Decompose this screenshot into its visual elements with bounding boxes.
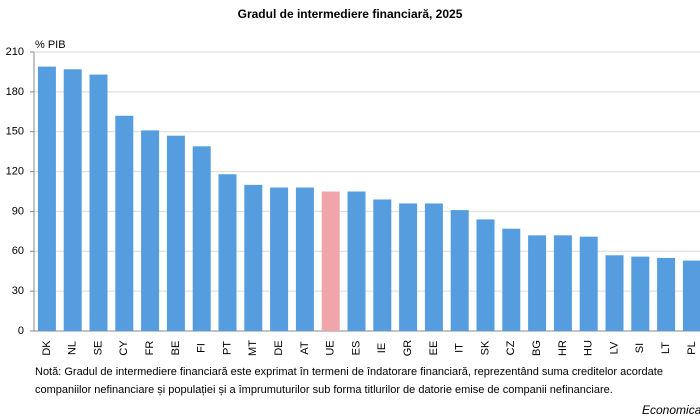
y-axis-label: % PIB: [35, 39, 66, 51]
x-tick-label: UE: [325, 340, 337, 355]
bar: [682, 260, 700, 331]
x-tick-label: IT: [454, 343, 466, 353]
bar: [450, 210, 469, 331]
x-tick-label: AT: [299, 341, 311, 355]
bar: [244, 184, 263, 331]
x-tick-label: BG: [531, 340, 543, 356]
x-tick-label: PL: [686, 341, 698, 354]
x-tick-label: LT: [660, 342, 672, 354]
bar: [270, 187, 289, 331]
y-tick-label: 210: [6, 46, 24, 58]
x-tick-label: SI: [634, 343, 646, 353]
bar: [605, 255, 624, 331]
x-tick-label: CZ: [505, 340, 517, 355]
x-tick-label: DK: [41, 340, 53, 356]
bar: [373, 199, 392, 331]
bar: [321, 191, 340, 331]
bar: [631, 256, 650, 331]
x-tick-label: NL: [67, 341, 79, 355]
x-tick-label: EE: [428, 341, 440, 356]
x-tick-label: GR: [402, 340, 414, 357]
bar: [347, 191, 366, 331]
y-tick-label: 60: [12, 245, 24, 257]
chart-title: Gradul de intermediere financiară, 2025: [238, 7, 463, 21]
note-line: companiilor nefinanciare și populației ș…: [35, 384, 613, 396]
bar: [476, 219, 495, 331]
bar: [192, 146, 211, 331]
x-tick-label: CY: [118, 340, 130, 356]
y-tick-label: 180: [6, 86, 24, 98]
y-tick-label: 30: [12, 285, 24, 297]
x-tick-label: LV: [608, 341, 620, 354]
bar: [37, 66, 56, 331]
bar: [424, 203, 443, 331]
bar: [295, 187, 314, 331]
y-tick-label: 150: [6, 126, 24, 138]
x-tick-label: SK: [479, 340, 491, 355]
y-tick-label: 120: [6, 165, 24, 177]
x-tick-label: PT: [221, 341, 233, 355]
bar: [399, 203, 418, 331]
note-line: Notă: Gradul de intermediere financiară …: [35, 366, 663, 378]
y-tick-label: 90: [12, 205, 24, 217]
source: Economica: [642, 403, 700, 417]
bar: [528, 235, 547, 331]
x-tick-label: DE: [273, 340, 285, 355]
bar: [657, 257, 676, 331]
x-tick-label: HU: [583, 340, 595, 356]
bar: [89, 74, 108, 331]
x-tick-label: FI: [196, 343, 208, 353]
bar: [553, 235, 572, 331]
x-tick-label: BE: [170, 341, 182, 356]
bar: [218, 174, 237, 331]
x-tick-label: SE: [92, 341, 104, 356]
x-tick-label: FR: [144, 341, 156, 356]
bar: [141, 130, 160, 331]
bar: [502, 228, 521, 331]
y-tick-label: 0: [18, 325, 24, 337]
x-tick-label: MT: [247, 340, 259, 356]
x-tick-label: HR: [557, 340, 569, 356]
x-tick-label: IE: [376, 343, 388, 353]
x-tick-label: ES: [350, 341, 362, 356]
bar: [166, 135, 185, 331]
bar: [115, 115, 134, 332]
bar: [63, 69, 82, 332]
bar: [579, 236, 598, 331]
